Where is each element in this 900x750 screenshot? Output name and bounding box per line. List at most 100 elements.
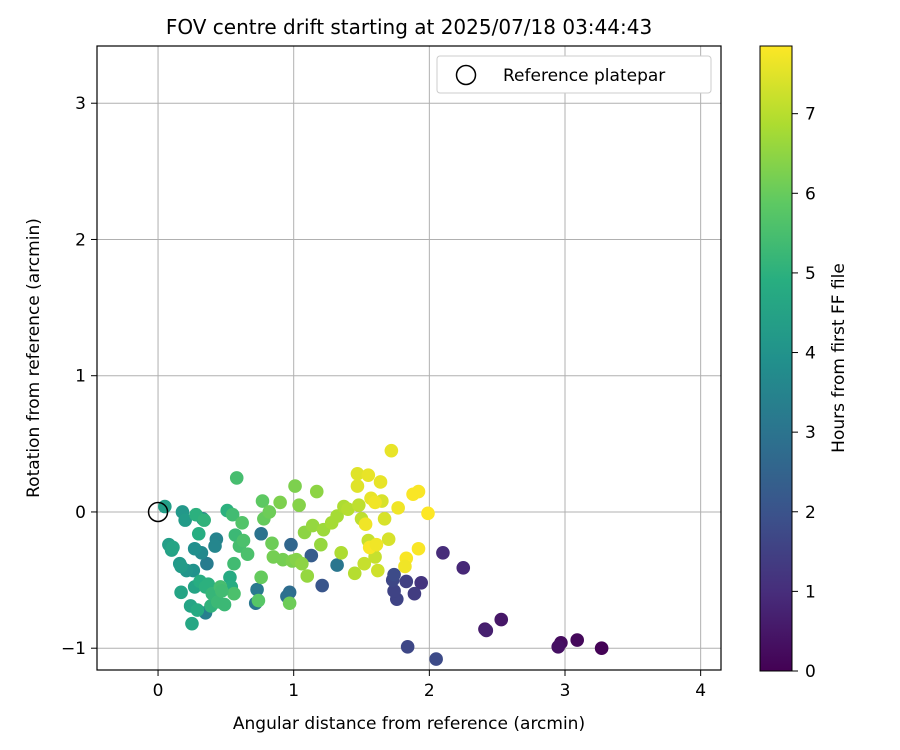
scatter-point (235, 516, 249, 530)
scatter-point (208, 539, 222, 553)
scatter-point (350, 467, 365, 481)
x-axis-label: Angular distance from reference (arcmin) (233, 714, 585, 734)
x-tick-label: 4 (695, 681, 706, 701)
scatter-point (369, 537, 384, 552)
scatter-point (292, 498, 306, 512)
colorbar-tick-label: 4 (805, 344, 816, 364)
scatter-point (407, 586, 422, 601)
scatter-point (174, 559, 188, 574)
legend-box (436, 55, 712, 94)
x-tick-label: 0 (153, 681, 164, 701)
scatter-point (314, 537, 328, 552)
scatter-point (381, 532, 396, 547)
scatter-point (358, 517, 373, 532)
scatter-point (254, 570, 268, 585)
scatter-point (191, 526, 206, 541)
scatter-point (300, 569, 315, 583)
scatter-point (309, 484, 324, 499)
scatter-point (594, 641, 609, 656)
scatter-point (229, 471, 244, 485)
colorbar-tick-label: 7 (805, 105, 816, 125)
scatter-point (398, 559, 412, 574)
scatter-point (368, 495, 382, 510)
y-axis-ticks: −1 0 1 2 3 (61, 94, 97, 659)
scatter-point (284, 537, 298, 552)
y-axis-label: Rotation from reference (arcmin) (24, 218, 44, 498)
scatter-point (200, 556, 214, 571)
scatter-point (551, 640, 566, 654)
scatter-point (436, 546, 450, 560)
scatter-point (288, 479, 302, 493)
scatter-point (217, 597, 232, 612)
chart-title: FOV centre drift starting at 2025/07/18 … (166, 15, 652, 39)
scatter-point (456, 561, 471, 575)
scatter-point (254, 526, 268, 541)
data-points (158, 443, 609, 666)
scatter-point (334, 546, 348, 560)
scatter-point (352, 498, 366, 512)
scatter-point (305, 518, 320, 533)
colorbar-tick-label: 0 (805, 662, 816, 682)
colorbar-tick-label: 6 (805, 184, 816, 204)
y-tick-label: 1 (75, 367, 86, 387)
x-tick-label: 3 (560, 681, 571, 701)
scatter-point (330, 558, 344, 572)
reference-marker (147, 501, 169, 523)
scatter-point (429, 652, 443, 666)
scatter-point (187, 541, 202, 556)
scatter-point (570, 633, 585, 647)
scatter-point (377, 511, 392, 526)
x-tick-label: 2 (424, 681, 435, 701)
scatter-point (494, 612, 509, 627)
scatter-point (479, 623, 494, 638)
scatter-point (178, 513, 192, 527)
scatter-point (361, 468, 376, 482)
y-tick-label: 0 (75, 503, 86, 523)
colorbar: 0 1 2 3 4 5 6 7 Hours from first FF file (759, 45, 849, 682)
scatter-point (341, 502, 355, 517)
colorbar-label: Hours from first FF file (829, 263, 849, 453)
scatter-point (421, 506, 435, 521)
scatter-point (174, 585, 188, 600)
scatter-point (347, 566, 362, 581)
scatter-point (262, 505, 277, 519)
scatter-point (384, 443, 399, 458)
scatter-point (227, 586, 241, 601)
scatter-point (166, 540, 180, 555)
scatter-point (373, 475, 388, 489)
y-tick-label: −1 (61, 639, 86, 659)
scatter-point (387, 567, 401, 582)
scatter-point (265, 536, 279, 551)
scatter-point (227, 556, 241, 571)
scatter-point (251, 593, 266, 608)
scatter-point (215, 584, 229, 598)
y-tick-label: 3 (75, 94, 86, 114)
scatter-point (414, 576, 429, 590)
scatter-point (295, 556, 309, 571)
scatter-point (190, 603, 205, 617)
scatter-point (391, 501, 405, 515)
scatter-point (330, 509, 344, 523)
y-tick-label: 2 (75, 230, 86, 250)
scatter-point (255, 494, 270, 508)
scatter-point (371, 563, 385, 578)
scatter-point (411, 484, 426, 499)
reference-point-marker (147, 501, 169, 523)
scatter-point (158, 499, 172, 514)
scatter-point (225, 507, 240, 522)
x-tick-label: 1 (288, 681, 299, 701)
scatter-point (250, 582, 264, 597)
scatter-point (387, 584, 401, 598)
colorbar-ticks: 0 1 2 3 4 5 6 7 (792, 105, 816, 682)
scatter-point (411, 541, 426, 556)
plot-frame (96, 45, 722, 671)
colorbar-tick-label: 2 (805, 503, 816, 523)
scatter-point (315, 578, 329, 593)
scatter-point (236, 533, 251, 548)
legend-entry-reference-platepar: Reference platepar (503, 66, 665, 86)
colorbar-tick-label: 3 (805, 423, 816, 443)
scatter-point (273, 495, 287, 510)
scatter-point (350, 479, 365, 493)
scatter-point (400, 640, 415, 654)
